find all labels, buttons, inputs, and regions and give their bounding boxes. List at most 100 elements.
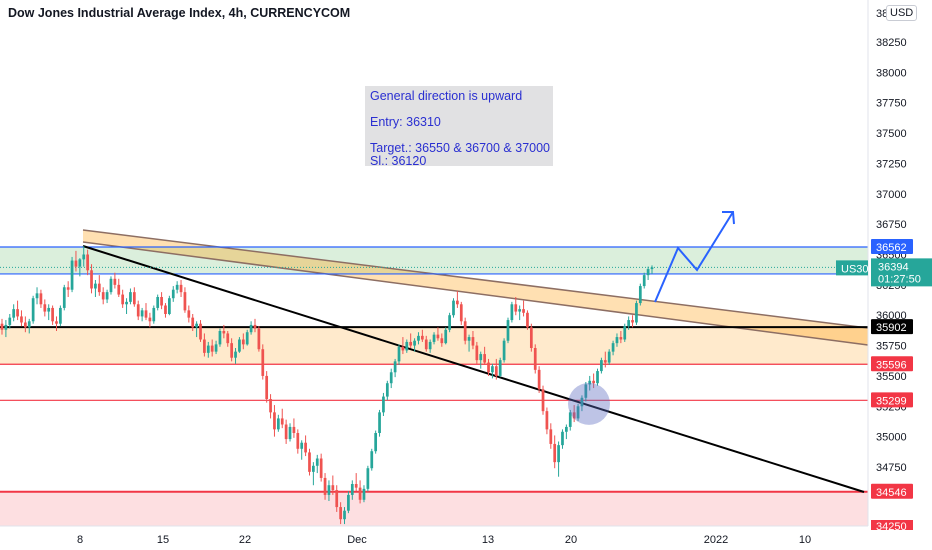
candle xyxy=(631,315,634,328)
candle xyxy=(206,341,210,358)
candle-body xyxy=(619,337,623,340)
candle xyxy=(51,305,54,325)
candle-body xyxy=(39,293,43,305)
candle xyxy=(339,502,342,525)
x-tick-label: 20 xyxy=(565,534,577,546)
candle-body xyxy=(59,307,62,324)
candle-body xyxy=(378,412,381,433)
candle xyxy=(350,480,354,500)
candle xyxy=(117,278,121,297)
candle xyxy=(129,288,132,305)
candle xyxy=(374,430,378,454)
symbol-tag-bg xyxy=(836,260,868,276)
level-tag-35902: 35902 xyxy=(871,319,913,335)
candle xyxy=(432,332,436,345)
candle-body xyxy=(354,484,358,488)
candle xyxy=(230,338,234,362)
candle-body xyxy=(226,333,230,344)
candle-body xyxy=(319,458,323,478)
level-tag-label: 35902 xyxy=(876,322,907,334)
candle-body xyxy=(498,360,502,376)
candle-body xyxy=(312,465,315,472)
candle-body xyxy=(132,292,136,305)
candle-body xyxy=(561,431,564,446)
candle xyxy=(545,407,549,435)
candle xyxy=(90,264,93,294)
y-tick-label: 35750 xyxy=(876,341,907,353)
candle xyxy=(187,305,191,323)
candle xyxy=(171,286,175,302)
note-line-direction: General direction is upward xyxy=(370,89,523,103)
candle-body xyxy=(179,284,183,293)
candle-body xyxy=(284,424,288,440)
currency-button[interactable]: USD xyxy=(886,5,918,21)
candle-body xyxy=(241,339,245,345)
candle-body xyxy=(82,254,86,260)
candle xyxy=(479,351,483,369)
candle xyxy=(43,299,47,317)
candle-body xyxy=(55,321,58,324)
candle xyxy=(382,392,385,416)
candle-body xyxy=(631,320,634,323)
candle-body xyxy=(456,300,459,305)
candle xyxy=(494,358,498,380)
candle-body xyxy=(471,337,475,346)
candle-body xyxy=(627,320,631,327)
candle xyxy=(238,337,241,353)
candle-body xyxy=(358,487,362,500)
candle-body xyxy=(347,494,350,511)
level-tag-bg xyxy=(871,392,913,408)
candle-body xyxy=(459,304,463,322)
candle xyxy=(249,321,253,335)
candle xyxy=(74,250,78,272)
candle-body xyxy=(35,293,39,299)
candle-body xyxy=(70,260,74,290)
y-tick-label: 37250 xyxy=(876,158,907,170)
candle xyxy=(132,287,136,307)
candle xyxy=(66,281,70,297)
candle xyxy=(140,307,144,322)
candle-body xyxy=(623,326,627,340)
x-tick-label: 2022 xyxy=(704,534,728,546)
candle xyxy=(257,326,261,352)
candle-body xyxy=(86,254,89,271)
candle xyxy=(401,337,405,355)
candle xyxy=(611,340,615,356)
candle-body xyxy=(164,305,167,314)
candle-body xyxy=(125,301,128,305)
candle xyxy=(195,321,198,338)
candle-body xyxy=(607,351,611,363)
candle-body xyxy=(565,426,568,432)
candle xyxy=(35,287,39,305)
candle-body xyxy=(533,348,537,370)
candle-body xyxy=(210,345,214,352)
candle-body xyxy=(276,418,280,430)
candle xyxy=(436,327,440,341)
candle xyxy=(526,310,529,330)
candle-body xyxy=(529,327,533,348)
candle-body xyxy=(397,346,401,362)
candle-body xyxy=(47,307,51,312)
candle xyxy=(588,375,592,391)
candle xyxy=(409,333,413,348)
candle-body xyxy=(526,312,529,328)
projection-arrowhead xyxy=(722,211,735,225)
candle-body xyxy=(382,396,385,413)
zone-green xyxy=(0,246,868,274)
candle xyxy=(358,480,362,504)
trade-note[interactable]: General direction is upward Entry: 36310… xyxy=(365,86,553,168)
candle-body xyxy=(584,384,588,398)
candle xyxy=(20,310,23,327)
candle xyxy=(646,266,650,280)
candle-body xyxy=(420,335,424,340)
candle-body xyxy=(20,316,23,323)
candle xyxy=(561,429,564,449)
candle-body xyxy=(23,322,27,328)
candle-body xyxy=(74,260,78,267)
candle-body xyxy=(514,304,518,312)
candle xyxy=(136,300,140,321)
candle xyxy=(553,435,557,469)
candle xyxy=(121,289,125,308)
